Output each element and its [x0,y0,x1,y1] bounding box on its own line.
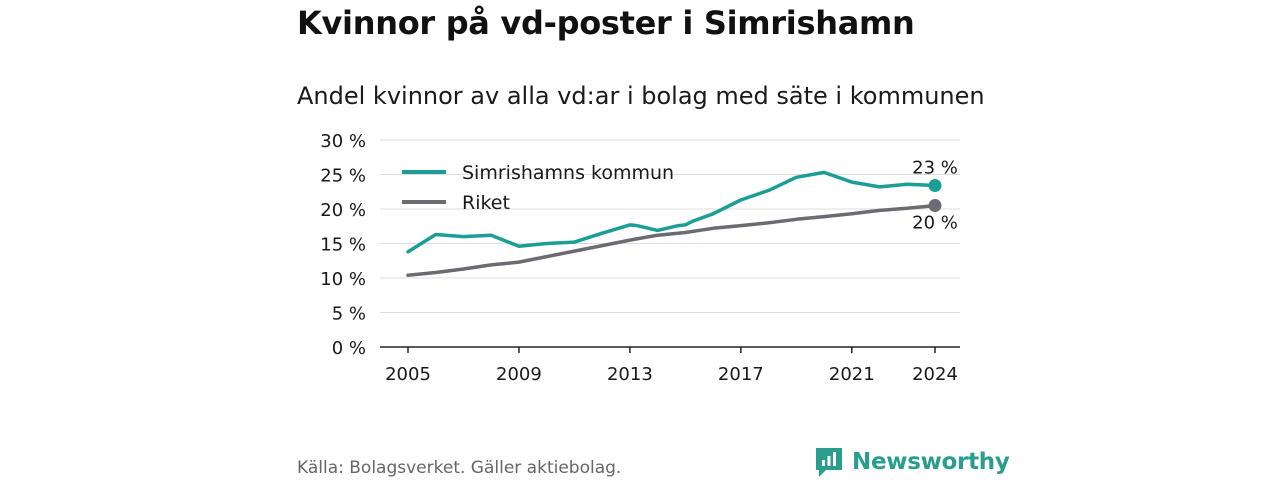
y-tick-label: 5 % [332,304,366,325]
brand-logo: Newsworthy [814,446,1010,478]
chart-title: Kvinnor på vd-poster i Simrishamn [297,4,915,42]
y-tick-label: 15 % [320,235,366,256]
x-tick-label: 2013 [607,364,653,385]
x-tick-label: 2005 [385,364,431,385]
grid-lines [380,139,960,313]
x-axis: 2005 2009 2013 2017 2021 2024 [380,346,960,385]
y-tick-label: 20 % [320,200,366,221]
x-tick-label: 2009 [496,364,542,385]
series-end-point [928,179,942,193]
newsworthy-logo-icon [816,448,842,477]
y-tick-label: 10 % [320,269,366,290]
x-tick-label: 2021 [829,364,875,385]
brand-name: Newsworthy [852,449,1010,475]
series-end-label: 20 % [912,213,958,234]
legend-label: Simrishamns kommun [462,162,674,184]
source-note: Källa: Bolagsverket. Gäller aktiebolag. [297,458,622,478]
chart-subtitle: Andel kvinnor av alla vd:ar i bolag med … [297,82,985,110]
series-line-simrishamn [406,170,937,254]
series-end-label: 23 % [912,158,958,179]
y-tick-label: 0 % [332,338,366,359]
y-tick-label: 30 % [320,131,366,152]
legend: Simrishamns kommun Riket [402,162,674,214]
y-axis-ticks: 0 % 5 % 10 % 15 % 20 % 25 % 30 % [320,131,366,359]
x-tick-label: 2024 [912,364,958,385]
series-line-riket [406,203,937,277]
chart-series: 23 % 20 % [406,158,958,277]
y-tick-label: 25 % [320,166,366,187]
legend-label: Riket [462,192,510,214]
series-end-point [928,199,942,213]
x-tick-label: 2017 [718,364,764,385]
